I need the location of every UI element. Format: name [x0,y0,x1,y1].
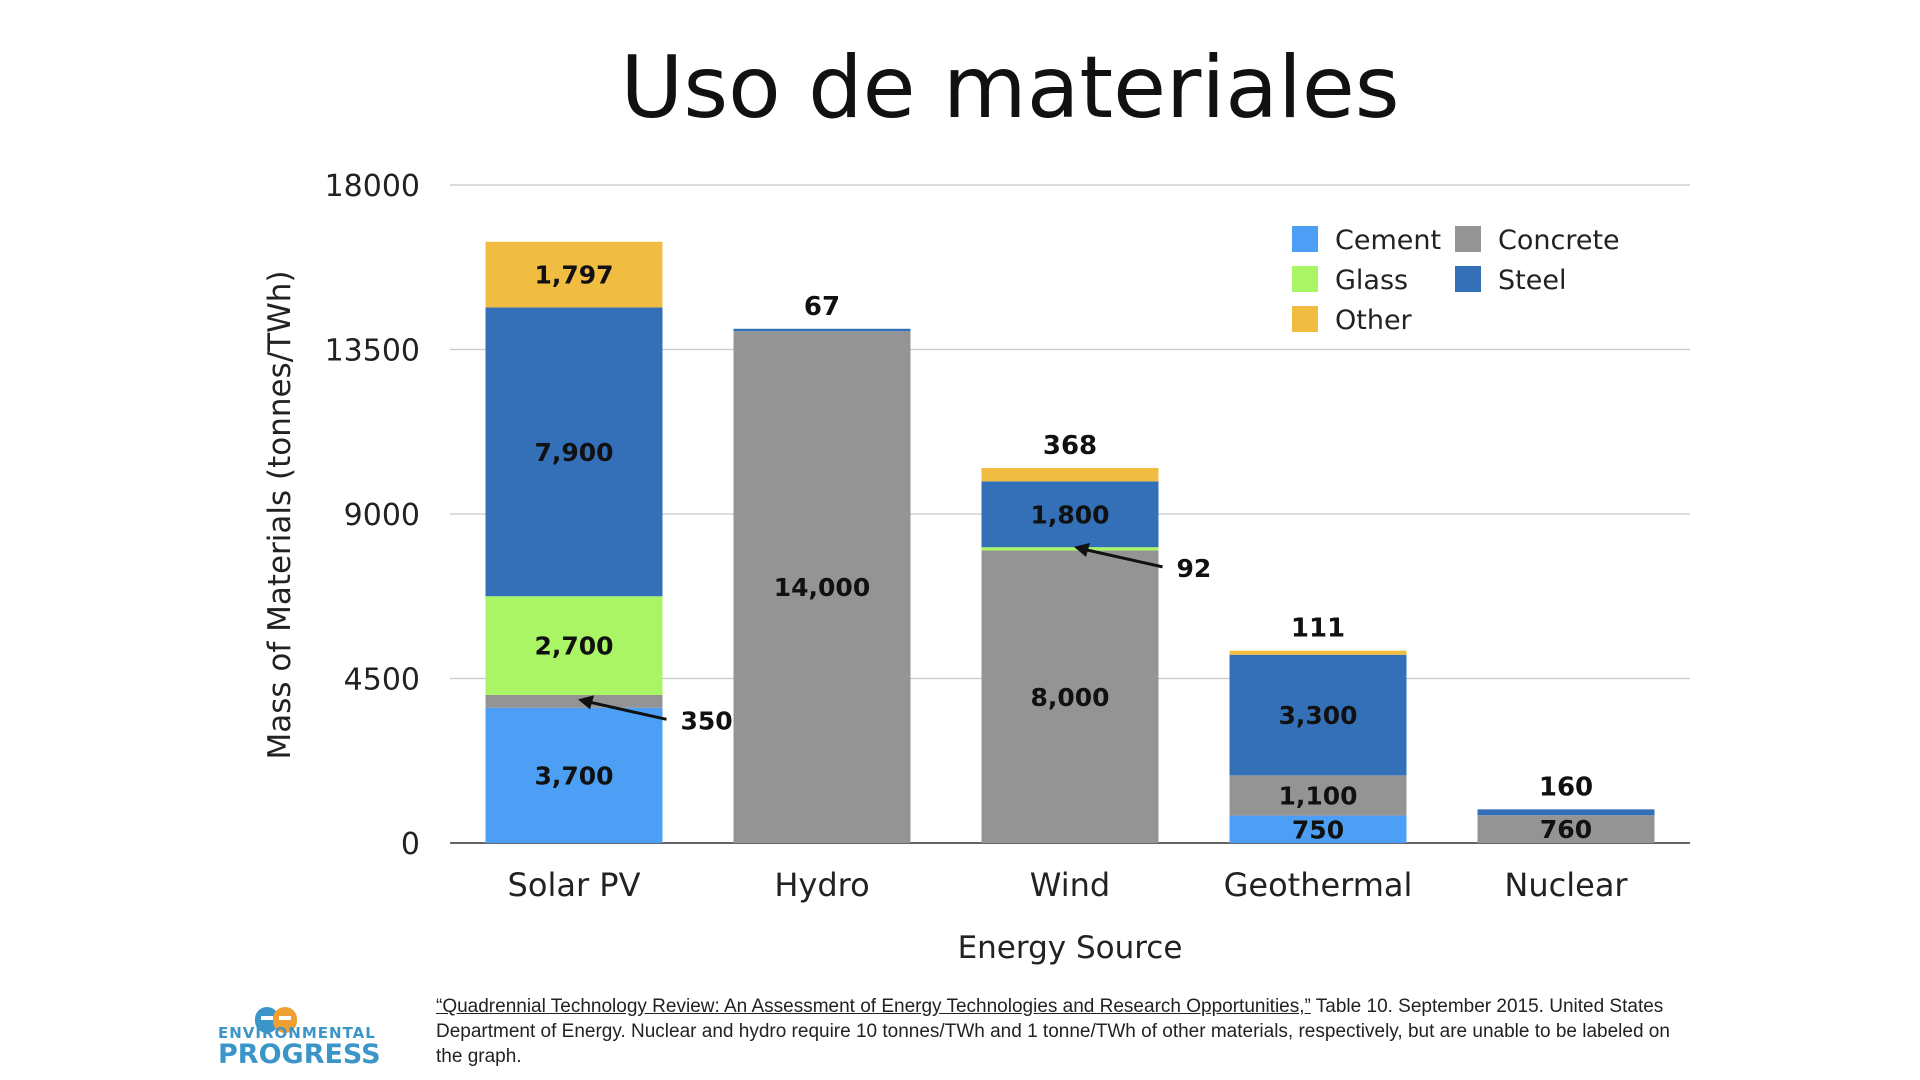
legend-label-steel: Steel [1498,265,1566,296]
x-axis-title: Energy Source [958,930,1183,966]
data-label-solar-pv-other: 1,797 [534,261,613,290]
y-tick-label: 18000 [325,169,420,204]
x-tick-label-wind: Wind [1030,866,1110,904]
bar-hydro-concrete [733,331,911,843]
data-label-solar-pv-steel: 7,900 [534,438,613,467]
bar-wind-glass [981,547,1159,551]
data-labels: 3,700 350 2,700 7,900 1,797 14,000 67 8,000 92 1,… [534,261,1593,845]
legend-swatch-glass [1292,266,1318,292]
y-tick-label: 0 [401,827,420,862]
bar-solar-pv-concrete [485,694,663,708]
data-label-wind-concrete: 8,000 [1030,683,1109,712]
bar-geothermal-steel [1229,654,1407,776]
legend-swatch-cement [1292,226,1318,252]
bar-hydro-steel [733,328,911,332]
x-tick-label-hydro: Hydro [774,866,869,904]
x-tick-label-geothermal: Geothermal [1224,866,1413,904]
data-label-solar-pv-concrete: 350 [681,706,733,735]
bar-wind-other [981,467,1159,482]
data-label-geothermal-cement: 750 [1292,815,1344,844]
bar-geothermal-cement [1229,815,1407,843]
bar-nuclear-steel [1477,809,1655,816]
slide-title: Uso de materiales [620,38,1400,138]
y-tick-label: 13500 [325,334,420,369]
bars [485,241,1655,843]
legend-label-other: Other [1335,305,1413,336]
bar-geothermal-other [1229,650,1407,655]
data-label-geothermal-other: 111 [1291,614,1345,644]
x-axis-categories: Solar PV Hydro Wind Geothermal Nuclear [508,866,1629,904]
y-tick-label: 4500 [344,663,420,698]
legend-swatch-other [1292,306,1318,332]
callout-arrow-wind [1081,547,1163,569]
bar-solar-pv-steel [485,307,663,597]
data-label-geothermal-concrete: 1,100 [1278,781,1357,810]
bar-solar-pv-other [485,241,663,308]
bar-geothermal-concrete [1229,775,1407,816]
callout-arrow-solar-pv [585,699,667,721]
data-label-wind-other: 368 [1043,431,1097,461]
data-label-nuclear-steel: 160 [1539,772,1593,802]
data-label-hydro-steel: 67 [804,292,840,322]
legend: Cement Concrete Glass Steel Other [1292,225,1620,336]
bar-nuclear-concrete [1477,815,1655,843]
legend-swatch-steel [1455,266,1481,292]
bar-solar-pv-glass [485,596,663,695]
bar-wind-steel [981,481,1159,548]
legend-label-glass: Glass [1335,265,1408,296]
data-label-hydro-concrete: 14,000 [774,573,870,602]
legend-label-concrete: Concrete [1498,225,1620,256]
y-axis-title: Mass of Materials (tonnes/TWh) [262,270,298,759]
data-label-nuclear-concrete: 760 [1540,815,1592,844]
data-label-wind-steel: 1,800 [1030,500,1109,529]
callout-arrowhead-solar-pv [578,695,594,710]
data-label-geothermal-steel: 3,300 [1278,701,1357,730]
x-tick-label-nuclear: Nuclear [1504,866,1628,904]
y-axis-ticks: 0 4500 9000 13500 18000 [325,169,420,862]
callout-arrowhead-wind [1074,542,1090,557]
data-label-solar-pv-cement: 3,700 [534,761,613,790]
legend-swatch-concrete [1455,226,1481,252]
legend-label-cement: Cement [1335,225,1441,256]
data-label-wind-glass: 92 [1177,554,1212,583]
bar-wind-concrete [981,550,1159,843]
data-label-solar-pv-glass: 2,700 [534,632,613,661]
y-tick-label: 9000 [344,498,420,533]
x-tick-label-solar-pv: Solar PV [508,866,641,904]
bar-solar-pv-cement [485,707,663,843]
